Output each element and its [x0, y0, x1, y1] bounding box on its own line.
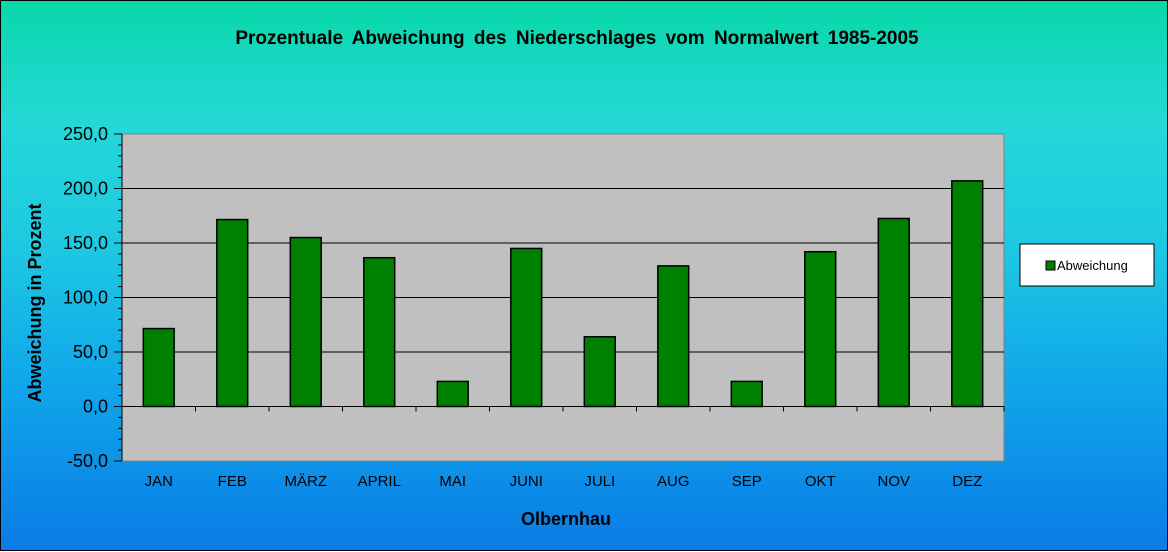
x-tick-label: DEZ [952, 473, 982, 490]
axes [114, 133, 1005, 462]
x-tick-labels: JAN FEB MÄRZ APRIL MAI JUNI JULI AUG SEP OKT NOV DE… [145, 473, 983, 490]
x-tick-label: JULI [584, 473, 615, 490]
x-tick-label: FEB [218, 473, 247, 490]
bar-okt [804, 250, 837, 408]
x-tick-label: AUG [657, 473, 690, 490]
bar-april [363, 256, 396, 408]
bar-juli [583, 335, 616, 408]
legend-swatch [1045, 260, 1056, 271]
bar-sep [730, 380, 763, 408]
x-tick-label: JAN [145, 473, 173, 490]
x-tick-label: APRIL [358, 473, 401, 490]
x-tick-label: OKT [805, 473, 836, 490]
bar-juni [510, 247, 543, 408]
bar-aug [657, 265, 690, 408]
x-axis-title: Olbernhau [521, 509, 611, 529]
y-tick-label: 150,0 [63, 233, 108, 253]
x-tick-label: JUNI [510, 473, 543, 490]
x-tick-label: MAI [439, 473, 466, 490]
y-axis-title: Abweichung in Prozent [25, 203, 45, 402]
x-tick-label: NOV [877, 473, 910, 490]
bar-feb [216, 218, 249, 408]
y-tick-label: 100,0 [63, 288, 108, 308]
bar-mai [436, 380, 469, 408]
bar-jan [142, 327, 175, 408]
bar-nov [877, 217, 910, 408]
chart-title: Prozentuale Abweichung des Niederschlage… [235, 28, 919, 49]
y-tick-label: 50,0 [73, 342, 108, 362]
bars [142, 180, 984, 408]
y-tick-label: 250,0 [63, 124, 108, 144]
x-tick-label: MÄRZ [285, 473, 328, 490]
legend: Abweichung [1019, 243, 1155, 287]
legend-label: Abweichung [1057, 258, 1128, 273]
y-tick-label: -50,0 [67, 451, 108, 471]
y-tick-labels: -50,0 0,0 50,0 100,0 150,0 200,0 250,0 [63, 124, 108, 471]
bar-märz [289, 236, 322, 408]
x-tick-label: SEP [732, 473, 762, 490]
y-tick-label: 0,0 [83, 397, 108, 417]
bar-dez [951, 180, 984, 408]
legend-box [1019, 243, 1155, 287]
y-tick-label: 200,0 [63, 179, 108, 199]
